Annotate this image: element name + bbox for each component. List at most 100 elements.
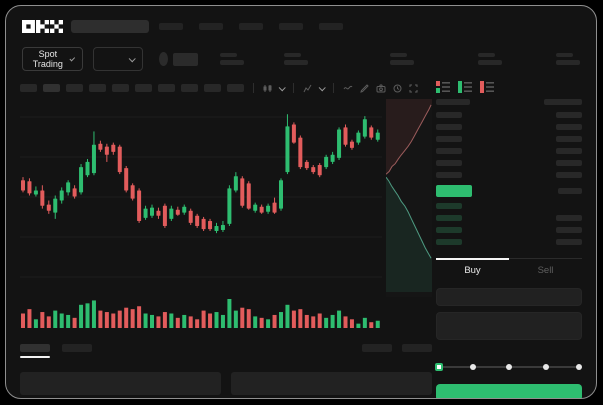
orderbook-asks-icon[interactable] (480, 81, 495, 93)
timeframe-button[interactable] (204, 84, 221, 92)
orders-tab[interactable] (62, 344, 92, 352)
pair-name-placeholder (173, 52, 198, 66)
ask-amount-placeholder (556, 112, 582, 118)
bid-price-placeholder (436, 215, 462, 221)
orders-tab-active[interactable] (20, 344, 50, 358)
ask-row[interactable] (436, 121, 582, 133)
tab-sell[interactable]: Sell (537, 265, 554, 276)
bid-row[interactable] (436, 236, 582, 248)
ask-amount-placeholder (556, 148, 582, 154)
ticker-value-placeholder (390, 60, 414, 65)
candlestick-chart[interactable] (20, 99, 382, 292)
okx-logo (22, 20, 63, 33)
search-input[interactable] (71, 20, 149, 33)
timeframe-button[interactable] (43, 84, 60, 92)
indicators-icon[interactable] (303, 84, 312, 93)
orders-action-placeholder[interactable] (362, 344, 392, 352)
ask-row[interactable] (436, 145, 582, 157)
bid-amount-placeholder (556, 227, 582, 233)
pair-selector-dropdown[interactable] (93, 47, 144, 71)
bid-amount-placeholder (556, 215, 582, 221)
bid-row[interactable] (436, 212, 582, 224)
ticker-label-placeholder (284, 53, 301, 57)
chart-section (20, 81, 432, 398)
ticker-stat-placeholder (390, 53, 414, 65)
ask-amount-placeholder (556, 160, 582, 166)
market-type-label: Spot Trading (32, 49, 63, 69)
timeframe-button[interactable] (158, 84, 175, 92)
nav-item-placeholder[interactable] (239, 23, 263, 30)
pencil-icon[interactable] (360, 83, 369, 93)
chevron-down-icon[interactable] (318, 83, 326, 91)
chevron-down-icon[interactable] (278, 83, 286, 91)
slider-stop[interactable] (542, 364, 549, 370)
chart-type-icon[interactable] (263, 84, 272, 93)
orders-panels (20, 372, 432, 395)
main-content: Buy Sell (6, 81, 596, 398)
market-type-dropdown[interactable]: Spot Trading (22, 47, 84, 71)
line-tool-icon[interactable] (343, 84, 353, 92)
price-input[interactable] (436, 288, 582, 306)
ticker-label-placeholder (220, 53, 237, 57)
ask-amount-placeholder (556, 124, 582, 130)
slider-stop[interactable] (469, 364, 476, 370)
header: Spot Trading (6, 6, 596, 71)
bid-price-placeholder (436, 203, 462, 209)
slider-stop[interactable] (506, 364, 512, 370)
ask-row[interactable] (436, 109, 582, 121)
nav-item-placeholder[interactable] (279, 23, 303, 30)
price-column-header (436, 99, 470, 105)
ask-price-placeholder (436, 148, 462, 154)
timeframe-button[interactable] (227, 84, 244, 92)
ticker-value-placeholder (478, 60, 502, 65)
slider-stop[interactable] (576, 364, 582, 370)
bid-row[interactable] (436, 224, 582, 236)
timeframe-button[interactable] (20, 84, 37, 92)
ticker-stats (198, 53, 580, 65)
top-nav (159, 23, 343, 30)
timeframe-button[interactable] (66, 84, 83, 92)
camera-icon[interactable] (376, 84, 386, 93)
orderbook-bids-icon[interactable] (458, 81, 473, 93)
divider (293, 83, 294, 93)
ticker-value-placeholder (556, 60, 580, 65)
ask-price-placeholder (436, 136, 462, 142)
asks-list (436, 109, 582, 181)
chevron-down-icon (69, 55, 76, 62)
ask-amount-placeholder (556, 172, 582, 178)
chart-toolbar (20, 81, 432, 95)
orderbook-combined-icon[interactable] (436, 81, 451, 93)
ask-row[interactable] (436, 157, 582, 169)
nav-item-placeholder[interactable] (319, 23, 343, 30)
nav-item-placeholder[interactable] (159, 23, 183, 30)
tab-buy[interactable]: Buy (464, 265, 481, 276)
bids-list (436, 200, 582, 248)
depth-chart (385, 99, 432, 297)
slider-handle[interactable] (435, 363, 443, 371)
timeframe-button[interactable] (89, 84, 106, 92)
app-window: Spot Trading (5, 5, 597, 399)
divider (253, 83, 254, 93)
fullscreen-icon[interactable] (409, 84, 418, 93)
ticker-value-placeholder (284, 60, 308, 65)
ask-row[interactable] (436, 133, 582, 145)
amount-input[interactable] (436, 312, 582, 340)
ask-amount-placeholder (556, 136, 582, 142)
bid-row[interactable] (436, 200, 582, 212)
header-market-row: Spot Trading (22, 47, 580, 71)
buy-submit-button[interactable] (436, 384, 582, 398)
history-icon[interactable] (393, 84, 402, 93)
timeframe-button[interactable] (112, 84, 129, 92)
ask-row[interactable] (436, 169, 582, 181)
timeframe-bars (20, 84, 244, 92)
header-top-row (22, 20, 580, 33)
ticker-stat-placeholder (556, 53, 580, 65)
timeframe-button[interactable] (181, 84, 198, 92)
ask-price-placeholder (436, 160, 462, 166)
amount-slider[interactable] (435, 362, 582, 372)
nav-item-placeholder[interactable] (199, 23, 223, 30)
timeframe-button[interactable] (135, 84, 152, 92)
orders-action-placeholder[interactable] (402, 344, 432, 352)
ticker-stat-placeholder (284, 53, 308, 65)
bid-price-placeholder (436, 239, 462, 245)
